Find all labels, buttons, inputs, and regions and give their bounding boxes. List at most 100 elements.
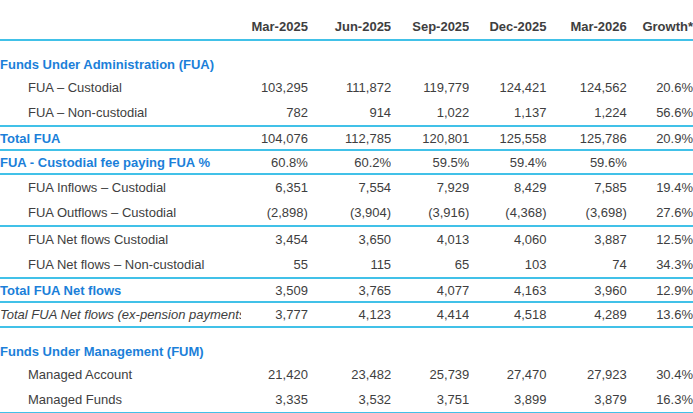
cell-value: 3,899 <box>469 387 546 413</box>
cell-value: 3,879 <box>547 387 627 413</box>
cell-value: 19.4% <box>627 174 693 200</box>
cell-value: (3,916) <box>391 200 469 226</box>
cell-value: (3,698) <box>547 200 627 226</box>
cell-value: (4,368) <box>469 200 546 226</box>
cell-value: 59.6% <box>547 150 627 174</box>
cell-value: 7,554 <box>308 174 391 200</box>
cell-value: 3,335 <box>241 387 308 413</box>
cell-value: 119,779 <box>391 75 469 100</box>
cell-value: 125,786 <box>547 126 627 150</box>
cell-value: 12.5% <box>627 226 693 252</box>
cell-value: 7,585 <box>547 174 627 200</box>
cell-value: 13.6% <box>627 302 693 327</box>
cell-value: 4,289 <box>547 302 627 327</box>
cell-value: 60.2% <box>308 150 391 174</box>
cell-value: 27,923 <box>547 362 627 387</box>
cell-value: 4,518 <box>469 302 546 327</box>
row-label: Funds Under Administration (FUA) <box>0 40 693 75</box>
table-row: FUA Net flows Custodial3,4543,6504,0134,… <box>0 226 693 252</box>
cell-value: 125,558 <box>469 126 546 150</box>
column-header-growth: Growth* <box>627 13 693 40</box>
cell-value: 20.9% <box>627 126 693 150</box>
cell-value: 103,295 <box>241 75 308 100</box>
table-row: FUA – Custodial103,295111,872119,779124,… <box>0 75 693 100</box>
cell-value: (3,904) <box>308 200 391 226</box>
cell-value: 782 <box>241 100 308 126</box>
table-row: Managed Account21,42023,48225,73927,4702… <box>0 362 693 387</box>
row-label: Total FUA Net flows <box>0 278 241 302</box>
cell-value: 103 <box>469 252 546 278</box>
table-row: Total FUA104,076112,785120,801125,558125… <box>0 126 693 150</box>
cell-value: 6,351 <box>241 174 308 200</box>
table-row: Total FUA Net flows (ex-pension payments… <box>0 302 693 327</box>
cell-value: 4,013 <box>391 226 469 252</box>
cell-value: 124,421 <box>469 75 546 100</box>
cell-value: (2,898) <box>241 200 308 226</box>
cell-value: 30.4% <box>627 362 693 387</box>
header-label-spacer <box>0 13 241 40</box>
cell-value: 8,429 <box>469 174 546 200</box>
cell-value: 3,777 <box>241 302 308 327</box>
cell-value: 27,470 <box>469 362 546 387</box>
cell-value: 3,751 <box>391 387 469 413</box>
table-row: FUA Inflows – Custodial6,3517,5547,9298,… <box>0 174 693 200</box>
row-label: FUA Net flows Custodial <box>0 226 241 252</box>
cell-value: 4,414 <box>391 302 469 327</box>
table-row: FUA Net flows – Non-custodial55115651037… <box>0 252 693 278</box>
cell-value: 104,076 <box>241 126 308 150</box>
table-body: Funds Under Administration (FUA)FUA – Cu… <box>0 40 693 413</box>
row-label: FUA - Custodial fee paying FUA % <box>0 150 241 174</box>
row-label: FUA Outflows – Custodial <box>0 200 241 226</box>
cell-value: 3,454 <box>241 226 308 252</box>
cell-value: 111,872 <box>308 75 391 100</box>
cell-value: 59.4% <box>469 150 546 174</box>
table-row: FUA – Non-custodial7829141,0221,1371,224… <box>0 100 693 126</box>
funds-summary-page: Mar-2025Jun-2025Sep-2025Dec-2025Mar-2026… <box>0 0 693 413</box>
cell-value: 3,765 <box>308 278 391 302</box>
row-label: Managed Funds <box>0 387 241 413</box>
table-row: Managed Funds3,3353,5323,7513,8993,87916… <box>0 387 693 413</box>
row-label: Funds Under Management (FUM) <box>0 327 693 362</box>
cell-value: 20.6% <box>627 75 693 100</box>
cell-value: 27.6% <box>627 200 693 226</box>
cell-value: 3,532 <box>308 387 391 413</box>
cell-value: 4,123 <box>308 302 391 327</box>
row-label: FUA Net flows – Non-custodial <box>0 252 241 278</box>
cell-value: 120,801 <box>391 126 469 150</box>
cell-value: 56.6% <box>627 100 693 126</box>
cell-value: 1,137 <box>469 100 546 126</box>
column-header-sep-2025: Sep-2025 <box>391 13 469 40</box>
cell-value: 25,739 <box>391 362 469 387</box>
cell-value: 1,224 <box>547 100 627 126</box>
cell-value: 74 <box>547 252 627 278</box>
row-label: Total FUA Net flows (ex-pension payments… <box>0 302 241 327</box>
cell-value: 4,163 <box>469 278 546 302</box>
cell-value <box>627 150 693 174</box>
table-header: Mar-2025Jun-2025Sep-2025Dec-2025Mar-2026… <box>0 13 693 40</box>
cell-value: 55 <box>241 252 308 278</box>
cell-value: 4,077 <box>391 278 469 302</box>
cell-value: 59.5% <box>391 150 469 174</box>
column-header-jun-2025: Jun-2025 <box>308 13 391 40</box>
column-header-mar-2026: Mar-2026 <box>547 13 627 40</box>
cell-value: 124,562 <box>547 75 627 100</box>
cell-value: 7,929 <box>391 174 469 200</box>
cell-value: 4,060 <box>469 226 546 252</box>
cell-value: 1,022 <box>391 100 469 126</box>
row-label: Total FUA <box>0 126 241 150</box>
cell-value: 3,960 <box>547 278 627 302</box>
cell-value: 16.3% <box>627 387 693 413</box>
cell-value: 3,650 <box>308 226 391 252</box>
cell-value: 34.3% <box>627 252 693 278</box>
cell-value: 12.9% <box>627 278 693 302</box>
column-header-mar-2025: Mar-2025 <box>241 13 308 40</box>
cell-value: 112,785 <box>308 126 391 150</box>
header-row: Mar-2025Jun-2025Sep-2025Dec-2025Mar-2026… <box>0 13 693 40</box>
table-row: Funds Under Administration (FUA) <box>0 40 693 75</box>
cell-value: 3,509 <box>241 278 308 302</box>
table-row: Funds Under Management (FUM) <box>0 327 693 362</box>
cell-value: 23,482 <box>308 362 391 387</box>
column-header-dec-2025: Dec-2025 <box>469 13 546 40</box>
cell-value: 21,420 <box>241 362 308 387</box>
funds-summary-table: Mar-2025Jun-2025Sep-2025Dec-2025Mar-2026… <box>0 13 693 413</box>
